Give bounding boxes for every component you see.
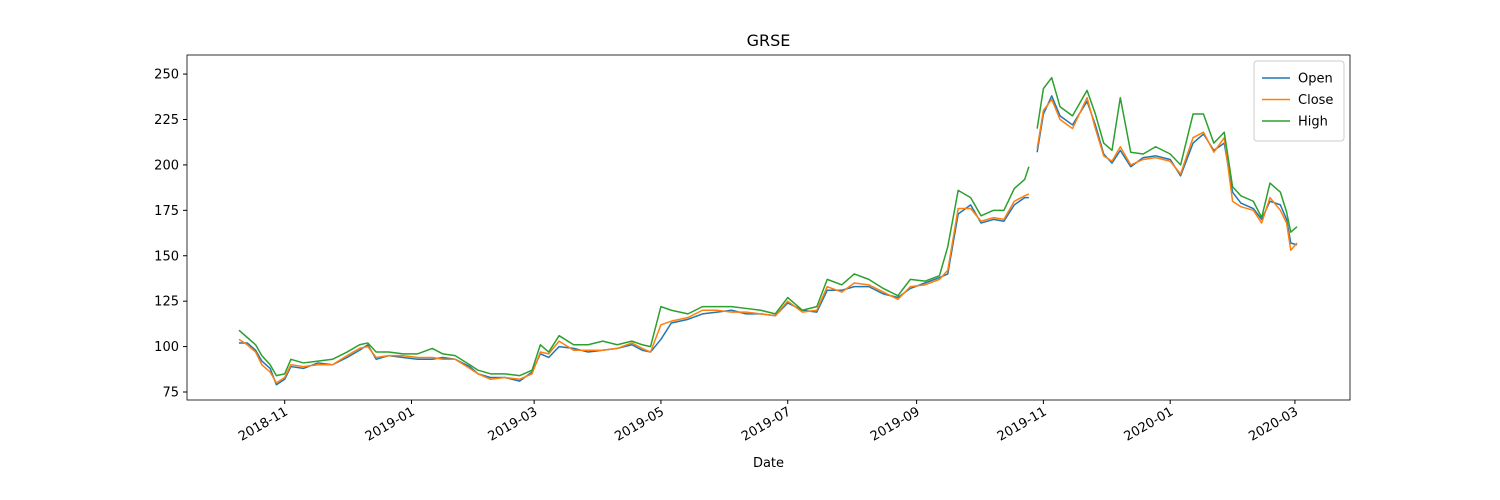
y-tick-label: 250 <box>154 68 179 83</box>
chart-title: GRSE <box>747 31 791 50</box>
y-tick-label: 75 <box>162 386 179 401</box>
x-tick-label: 2019-01 <box>363 404 418 444</box>
legend-label: High <box>1298 115 1328 130</box>
line-series <box>238 95 1298 386</box>
y-tick-label: 125 <box>154 295 179 310</box>
y-tick-label: 225 <box>154 113 179 128</box>
y-tick-label: 100 <box>154 340 179 355</box>
x-tick-label: 2019-07 <box>739 404 794 444</box>
y-tick-label: 150 <box>154 249 179 264</box>
line-series <box>238 96 1298 384</box>
line-series <box>238 76 1298 377</box>
legend-label: Close <box>1298 93 1333 108</box>
y-tick-label: 175 <box>154 204 179 219</box>
x-tick-label: 2018-11 <box>236 404 291 444</box>
legend-label: Open <box>1298 72 1333 87</box>
x-tick-label: 2019-05 <box>612 404 667 444</box>
plot-frame <box>186 54 1351 401</box>
x-axis-label: Date <box>753 456 784 471</box>
y-tick-label: 200 <box>154 158 179 173</box>
x-tick-label: 2020-03 <box>1246 404 1301 444</box>
x-tick-label: 2019-11 <box>995 404 1050 444</box>
x-tick-label: 2019-09 <box>868 404 923 444</box>
x-tick-label: 2020-01 <box>1122 404 1177 444</box>
x-tick-label: 2019-03 <box>486 404 541 444</box>
